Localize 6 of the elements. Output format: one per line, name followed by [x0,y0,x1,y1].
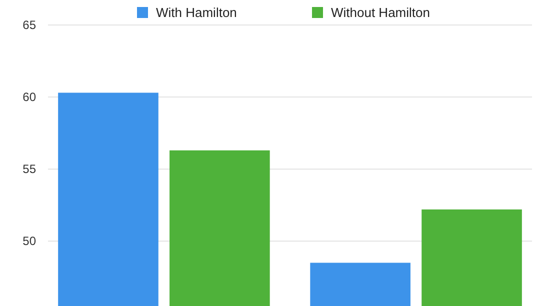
y-tick-label: 55 [22,162,36,176]
legend-label: With Hamilton [156,5,237,20]
y-tick-label: 50 [22,234,36,248]
y-tick-label: 60 [22,90,36,104]
legend-label: Without Hamilton [331,5,430,20]
y-tick-label: 65 [22,18,36,32]
